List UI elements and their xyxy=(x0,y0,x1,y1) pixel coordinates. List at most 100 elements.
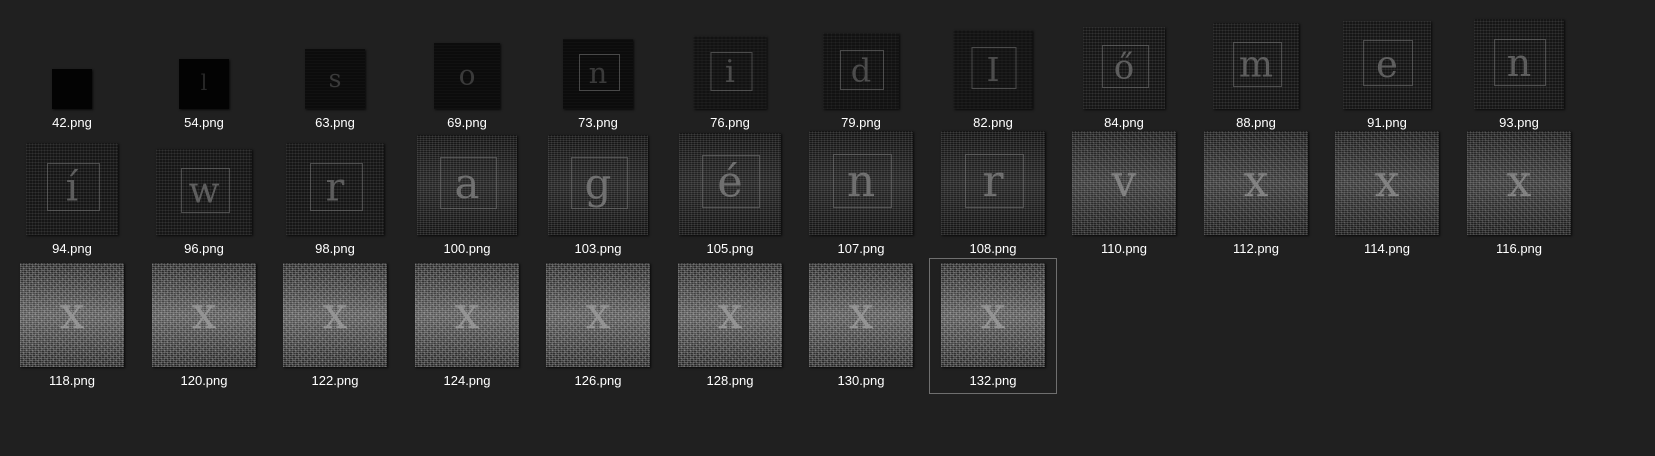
thumbnail-image: w xyxy=(156,149,252,235)
thumbnail-glyph: x xyxy=(585,288,611,340)
file-item[interactable]: I 82.png xyxy=(929,0,1057,136)
thumbnail-container: é xyxy=(667,127,793,239)
thumbnail-image: l xyxy=(179,59,229,109)
thumbnail-container: n xyxy=(1456,1,1582,113)
file-item[interactable]: x 118.png xyxy=(8,258,136,394)
file-item[interactable]: x 132.png xyxy=(929,258,1057,394)
file-item[interactable]: s 63.png xyxy=(271,0,399,136)
thumbnail-container: I xyxy=(930,1,1056,113)
thumbnail-glyph: ő xyxy=(1113,47,1135,88)
file-item[interactable]: x 128.png xyxy=(666,258,794,394)
thumbnail-image: s xyxy=(305,49,365,109)
file-item[interactable]: o 69.png xyxy=(403,0,531,136)
file-name-label: 124.png xyxy=(443,373,491,388)
thumbnail-container: í xyxy=(9,127,135,239)
thumbnail-glyph: n xyxy=(846,156,876,208)
file-name-label: 73.png xyxy=(578,115,618,130)
file-item[interactable]: x 122.png xyxy=(271,258,399,394)
file-item[interactable]: m 88.png xyxy=(1192,0,1320,136)
file-name-label: 103.png xyxy=(574,241,622,256)
thumbnail-glyph: x xyxy=(454,288,480,340)
file-name-label: 91.png xyxy=(1367,115,1407,130)
thumbnail-image: e xyxy=(1343,21,1431,109)
thumbnail-glyph: x xyxy=(1506,156,1532,208)
thumbnail-container: o xyxy=(404,1,530,113)
file-name-label: 76.png xyxy=(710,115,750,130)
file-item[interactable]: e 91.png xyxy=(1323,0,1451,136)
thumbnail-glyph: o xyxy=(458,58,476,92)
file-name-label: 84.png xyxy=(1104,115,1144,130)
file-item[interactable]: i 76.png xyxy=(666,0,794,136)
thumbnail-container: r xyxy=(930,127,1056,239)
file-item[interactable]: 42.png xyxy=(8,0,136,136)
thumbnail-image: x xyxy=(546,263,650,367)
file-item[interactable]: n 93.png xyxy=(1455,0,1583,136)
thumbnail-glyph: r xyxy=(325,165,345,211)
thumbnail-container: m xyxy=(1193,1,1319,113)
file-name-label: 126.png xyxy=(574,373,622,388)
file-item[interactable]: ő 84.png xyxy=(1060,0,1188,136)
thumbnail-image: x xyxy=(152,263,256,367)
file-name-label: 100.png xyxy=(443,241,491,256)
thumbnail-container: v xyxy=(1061,127,1187,239)
file-item[interactable]: g 103.png xyxy=(534,126,662,262)
thumbnail-image: v xyxy=(1072,131,1176,235)
file-item[interactable]: x 112.png xyxy=(1192,126,1320,262)
thumbnail-container: d xyxy=(798,1,924,113)
file-name-label: 107.png xyxy=(837,241,885,256)
file-item[interactable]: x 116.png xyxy=(1455,126,1583,262)
thumbnail-container: e xyxy=(1324,1,1450,113)
file-item[interactable]: x 130.png xyxy=(797,258,925,394)
file-name-label: 110.png xyxy=(1100,241,1148,256)
file-item[interactable]: n 73.png xyxy=(534,0,662,136)
file-item[interactable]: x 124.png xyxy=(403,258,531,394)
file-item[interactable]: d 79.png xyxy=(797,0,925,136)
file-item[interactable]: x 120.png xyxy=(140,258,268,394)
file-name-label: 112.png xyxy=(1232,241,1280,256)
file-item[interactable]: r 108.png xyxy=(929,126,1057,262)
thumbnail-image: n xyxy=(563,39,633,109)
file-name-label: 114.png xyxy=(1363,241,1411,256)
thumbnail-glyph: I xyxy=(986,49,1000,89)
thumbnail-container: g xyxy=(535,127,661,239)
file-item[interactable]: r 98.png xyxy=(271,126,399,262)
file-name-label: 94.png xyxy=(52,241,92,256)
thumbnail-container: i xyxy=(667,1,793,113)
file-name-label: 108.png xyxy=(969,241,1017,256)
file-name-label: 82.png xyxy=(973,115,1013,130)
thumbnail-image: I xyxy=(953,30,1033,109)
thumbnail-image: x xyxy=(1467,131,1571,235)
thumbnail-image: x xyxy=(809,263,913,367)
thumbnail-glyph: x xyxy=(717,288,743,340)
thumbnail-glyph: g xyxy=(584,159,612,209)
thumbnail-image: ő xyxy=(1083,27,1165,109)
file-name-label: 130.png xyxy=(837,373,885,388)
thumbnail-image: m xyxy=(1213,23,1299,109)
thumbnail-image: é xyxy=(679,133,781,235)
thumbnail-glyph: v xyxy=(1111,156,1137,208)
thumbnail-image: x xyxy=(283,263,387,367)
file-item[interactable]: é 105.png xyxy=(666,126,794,262)
file-item[interactable]: x 114.png xyxy=(1323,126,1451,262)
file-item[interactable]: x 126.png xyxy=(534,258,662,394)
thumbnail-image: i xyxy=(693,36,767,109)
thumbnail-container: a xyxy=(404,127,530,239)
file-name-label: 54.png xyxy=(184,115,224,130)
file-name-label: 79.png xyxy=(841,115,881,130)
thumbnail-container: x xyxy=(9,259,135,371)
thumbnail-glyph: x xyxy=(1374,156,1400,208)
thumbnail-image: x xyxy=(20,263,124,367)
thumbnail-image: a xyxy=(417,135,517,235)
file-item[interactable]: a 100.png xyxy=(403,126,531,262)
file-item[interactable]: í 94.png xyxy=(8,126,136,262)
thumbnail-image: í xyxy=(26,143,118,235)
thumbnail-container: x xyxy=(404,259,530,371)
file-item[interactable]: l 54.png xyxy=(140,0,268,136)
file-item[interactable]: n 107.png xyxy=(797,126,925,262)
file-name-label: 116.png xyxy=(1495,241,1543,256)
file-item[interactable]: w 96.png xyxy=(140,126,268,262)
thumbnail-container: x xyxy=(1456,127,1582,239)
thumbnail-glyph: i xyxy=(725,53,735,90)
file-item[interactable]: v 110.png xyxy=(1060,126,1188,262)
